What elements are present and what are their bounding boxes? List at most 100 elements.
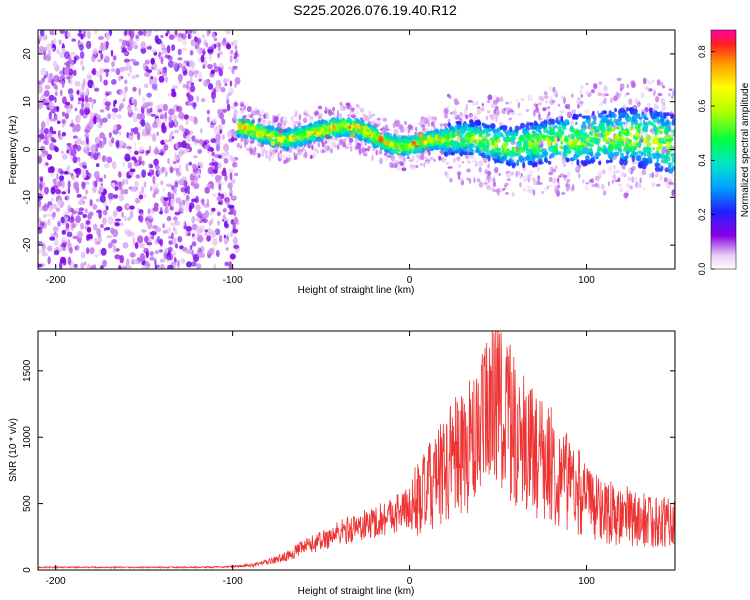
heatmap-cell xyxy=(66,195,70,201)
heatmap-cell xyxy=(177,48,182,56)
heatmap-cell xyxy=(533,155,538,159)
heatmap-cell xyxy=(474,119,481,126)
heatmap-cell xyxy=(194,139,200,144)
heatmap-cell xyxy=(447,166,453,169)
heatmap-cell xyxy=(660,98,666,105)
heatmap-cell xyxy=(163,144,169,151)
heatmap-cell xyxy=(625,189,629,194)
heatmap-cell xyxy=(626,182,630,188)
heatmap-cell xyxy=(161,125,167,134)
heatmap-cell xyxy=(342,141,346,148)
heatmap-cell xyxy=(581,147,588,152)
heatmap-cell xyxy=(107,113,112,120)
heatmap-cell xyxy=(67,204,72,213)
heatmap-cell xyxy=(295,130,299,135)
heatmap-cell xyxy=(232,39,238,46)
heatmap-cell xyxy=(535,152,538,156)
heatmap-cell xyxy=(129,252,136,258)
heatmap-cell xyxy=(552,99,556,104)
heatmap-cell xyxy=(443,123,448,128)
heatmap-cell xyxy=(317,142,321,148)
heatmap-cell xyxy=(608,159,613,163)
heatmap-cell xyxy=(61,80,65,89)
heatmap-cell xyxy=(95,163,100,168)
heatmap-cell xyxy=(127,106,132,114)
heatmap-cell xyxy=(38,263,43,268)
heatmap-cell xyxy=(612,134,618,139)
heatmap-cell xyxy=(75,215,81,224)
heatmap-cell xyxy=(290,130,294,134)
heatmap-cell xyxy=(168,108,175,116)
heatmap-cell xyxy=(70,223,74,231)
heatmap-cell xyxy=(215,249,220,258)
heatmap-cell xyxy=(66,31,71,38)
heatmap-cell xyxy=(260,147,267,153)
heatmap-cell xyxy=(448,95,452,99)
heatmap-cell xyxy=(175,120,178,128)
heatmap-cell xyxy=(82,195,88,200)
heatmap-cell xyxy=(382,117,387,122)
heatmap-cell xyxy=(193,155,198,159)
heatmap-cell xyxy=(38,226,42,230)
heatmap-cell xyxy=(72,69,77,77)
heatmap-cell xyxy=(168,133,173,140)
heatmap-cell xyxy=(490,103,495,109)
heatmap-cell xyxy=(290,115,295,123)
heatmap-cell xyxy=(56,173,59,181)
heatmap-cell xyxy=(537,125,542,130)
heatmap-cell xyxy=(246,106,252,113)
snr-y-label: SNR (10 * v/v) xyxy=(8,418,19,482)
heatmap-cell xyxy=(389,161,395,168)
heatmap-cell xyxy=(86,263,91,269)
heatmap-cell xyxy=(522,161,526,169)
heatmap-cell xyxy=(84,142,88,150)
heatmap-cell xyxy=(458,132,464,138)
heatmap-cell xyxy=(118,264,122,269)
heatmap-cell xyxy=(446,106,450,109)
heatmap-cell xyxy=(657,129,662,133)
heatmap-cell xyxy=(218,68,223,77)
heatmap-cell xyxy=(113,194,119,199)
heatmap-cell xyxy=(89,199,93,207)
heatmap-cell xyxy=(642,77,647,85)
heatmap-cell xyxy=(204,232,208,236)
heatmap-cell xyxy=(133,142,137,151)
heatmap-cell xyxy=(266,124,272,131)
heatmap-cell xyxy=(81,181,86,190)
heatmap-cell xyxy=(625,92,630,96)
heatmap-cell xyxy=(222,37,227,43)
heatmap-cell xyxy=(330,147,333,154)
heatmap-cell xyxy=(38,85,43,94)
heatmap-cell xyxy=(655,150,660,154)
heatmap-cell xyxy=(340,105,344,112)
heatmap-cell xyxy=(328,119,332,126)
heatmap-cell xyxy=(137,235,144,244)
heatmap-cell xyxy=(646,102,651,108)
heatmap-cell xyxy=(312,152,316,159)
heatmap-cell xyxy=(508,117,513,121)
heatmap-cell xyxy=(534,132,539,136)
heatmap-cell xyxy=(80,222,85,230)
y-tick-label: 1500 xyxy=(22,359,33,382)
heatmap-cell xyxy=(93,237,98,243)
heatmap-cells xyxy=(38,30,675,269)
heatmap-cell xyxy=(187,190,190,195)
heatmap-cell xyxy=(279,153,283,159)
heatmap-cell xyxy=(398,137,403,144)
heatmap-cell xyxy=(267,120,272,125)
heatmap-cell xyxy=(192,30,197,35)
heatmap-cell xyxy=(162,103,168,112)
heatmap-cell xyxy=(377,119,382,126)
heatmap-cell xyxy=(118,194,125,202)
heatmap-cell xyxy=(283,116,288,121)
heatmap-cell xyxy=(243,125,247,131)
heatmap-cell xyxy=(171,88,176,93)
heatmap-cell xyxy=(504,184,507,188)
heatmap-cell xyxy=(47,256,51,265)
heatmap-cell xyxy=(77,200,84,206)
heatmap-cell xyxy=(181,39,187,46)
heatmap-cell xyxy=(218,62,224,68)
heatmap-cell xyxy=(371,131,377,135)
heatmap-cell xyxy=(487,99,490,104)
heatmap-cell xyxy=(167,60,174,68)
